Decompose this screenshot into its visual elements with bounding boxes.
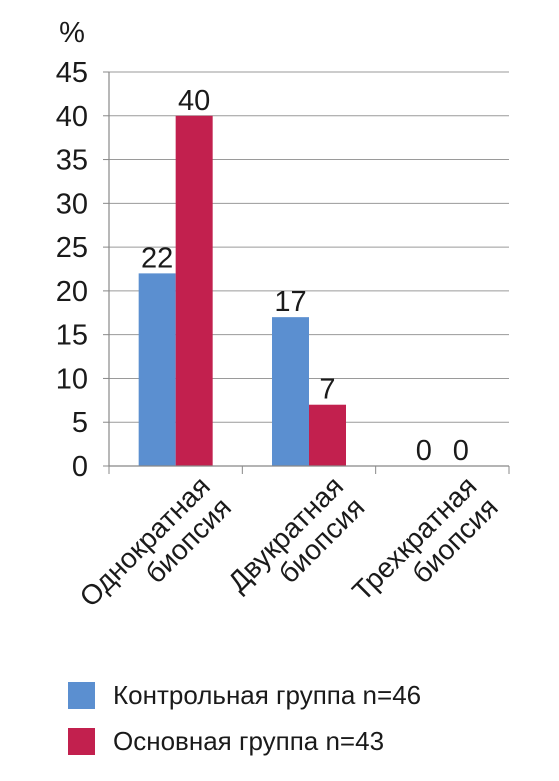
data-label: 0 — [453, 435, 469, 467]
legend-swatch-control — [68, 681, 95, 709]
category-labels: ОднократнаябиопсияДвукратнаябиопсияТрехк… — [74, 470, 504, 634]
x-category-label: Двукратнаябиопсия — [222, 470, 371, 619]
legend-item-control: Контрольная группа n=46 — [68, 672, 421, 718]
legend-item-main: Основная группа n=43 — [68, 718, 421, 764]
legend: Контрольная группа n=46 Основная группа … — [68, 672, 421, 764]
bar — [272, 317, 309, 466]
legend-swatch-main — [68, 727, 95, 755]
data-label: 0 — [416, 435, 432, 467]
y-tick-label: 0 — [72, 451, 88, 483]
y-tick-label: 40 — [56, 101, 88, 133]
data-label: 40 — [178, 85, 210, 117]
y-tick-label: 30 — [56, 188, 88, 220]
y-tick-label: 10 — [56, 363, 88, 395]
legend-label-control: Контрольная группа n=46 — [113, 679, 422, 710]
y-tick-label: 15 — [56, 320, 88, 352]
y-unit-label: % — [59, 17, 85, 49]
y-axis-ticks: 0 5 10 15 20 25 30 35 40 45 — [56, 57, 109, 483]
x-category-label: Однократнаябиопсия — [74, 470, 238, 634]
data-label: 17 — [274, 286, 306, 318]
bar — [138, 273, 176, 466]
axes — [108, 72, 510, 474]
y-tick-label: 45 — [56, 57, 88, 89]
data-label: 22 — [141, 242, 173, 274]
y-tick-label: 5 — [72, 407, 88, 439]
y-tick-label: 25 — [56, 232, 88, 264]
x-category-label: Трехкратнаябиопсия — [346, 470, 504, 628]
bars — [138, 115, 346, 467]
data-labels: 22 40 17 7 0 0 — [141, 85, 469, 467]
legend-label-main: Основная группа n=43 — [113, 725, 385, 756]
y-tick-label: 35 — [56, 145, 88, 177]
data-label: 7 — [319, 374, 335, 406]
bar — [175, 115, 213, 467]
y-tick-label: 20 — [56, 276, 88, 308]
bar — [309, 404, 346, 466]
